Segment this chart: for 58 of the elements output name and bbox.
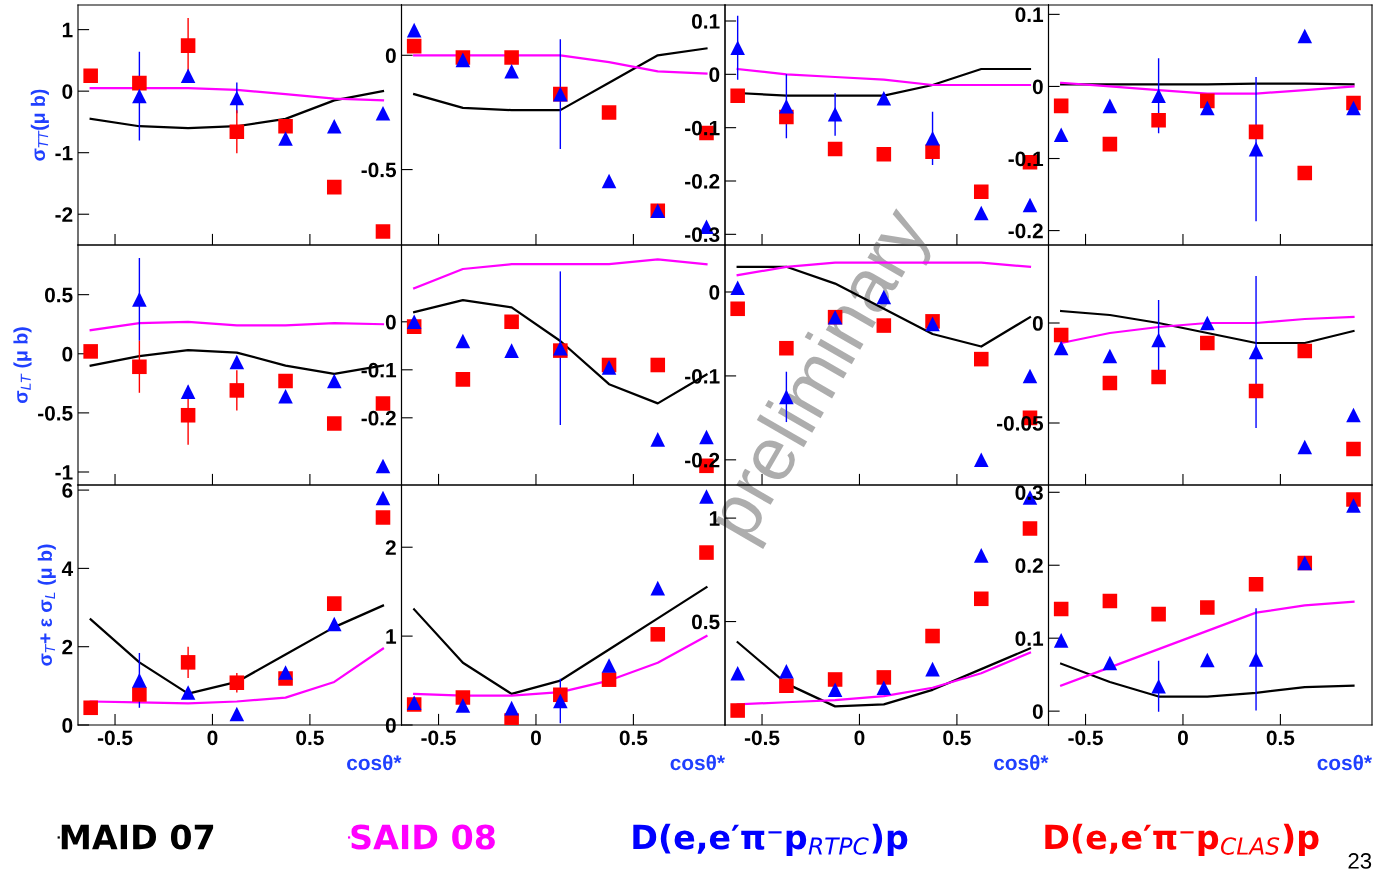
y-tick-label: -1 xyxy=(55,145,73,161)
y-tick-label: 0 xyxy=(385,718,396,733)
y-axis-title: σ$_{LT}$ (μ b) xyxy=(13,327,32,404)
y-tick-label: 0 xyxy=(1032,79,1043,95)
y-tick-label: 0 xyxy=(385,314,396,330)
y-tick-label: -0.05 xyxy=(996,416,1044,431)
y-tick-label: 0.1 xyxy=(1015,631,1044,646)
y-tick-label: 0.2 xyxy=(1015,558,1043,573)
y-tick-label: 0 xyxy=(385,48,396,64)
y-tick-label: 6 xyxy=(62,483,73,498)
x-tick-label: 0 xyxy=(1178,730,1188,746)
y-tick-label: 4 xyxy=(61,561,74,576)
legend-label: SAID 08 xyxy=(351,824,495,850)
x-tick-label: 0.5 xyxy=(1266,730,1295,746)
x-tick-label: -0.5 xyxy=(744,730,780,746)
text: D(e,e′π⁻p$_{RTPC}$)p xyxy=(633,823,908,857)
y-tick-label: 0.3 xyxy=(1015,485,1043,501)
x-tick-label: -0.5 xyxy=(421,730,456,746)
y-tick-label: 0 xyxy=(62,84,73,99)
x-axis-title: cosθ* xyxy=(670,754,725,771)
text: 23 xyxy=(1348,853,1372,869)
legend-label: MAID 07 xyxy=(61,824,214,850)
y-tick-label: 0 xyxy=(1032,316,1043,331)
y-tick-label: 0.1 xyxy=(1015,7,1044,23)
y-axis-title: σ$_{TT}$(μ b) xyxy=(30,89,49,161)
y-tick-label: 0.1 xyxy=(692,14,720,29)
y-tick-label: 0.5 xyxy=(45,287,73,303)
x-tick-label: -0.5 xyxy=(1068,730,1103,746)
y-tick-label: -1 xyxy=(55,465,73,480)
x-axis-title: cosθ* xyxy=(347,754,402,771)
x-tick-label: 0.5 xyxy=(296,730,324,746)
x-tick-label: 0.5 xyxy=(619,730,648,746)
x-tick-label: 0.5 xyxy=(943,730,971,746)
x-tick-label: 0 xyxy=(854,730,865,746)
x-tick-label: -0.5 xyxy=(97,730,133,746)
x-tick-label: 0 xyxy=(531,730,541,746)
y-tick-label: 1 xyxy=(386,629,397,644)
y-tick-label: 0 xyxy=(1032,704,1043,719)
x-axis-title: cosθ* xyxy=(994,754,1049,771)
y-tick-label: -0.1 xyxy=(361,362,397,378)
x-tick-label: 0 xyxy=(207,730,218,746)
text: D(e,e′π⁻p$_{CLAS}$)p xyxy=(1045,823,1319,857)
y-tick-label: -0.2 xyxy=(361,410,396,426)
y-tick-label: -0.5 xyxy=(361,162,397,178)
y-tick-label: 0 xyxy=(62,346,73,362)
y-tick-label: -2 xyxy=(55,207,73,222)
y-axis-title: σ$_{T}$+ ε σ$_{L}$ (μ b) xyxy=(37,544,56,666)
y-tick-label: 0.5 xyxy=(692,614,720,630)
y-tick-label: 1 xyxy=(62,22,73,38)
y-tick-label: 2 xyxy=(385,540,396,555)
y-tick-label: 0 xyxy=(62,718,73,733)
y-tick-label: -0.2 xyxy=(1008,223,1043,239)
y-tick-label: -0.1 xyxy=(685,120,720,136)
y-tick-label: -0.5 xyxy=(38,405,73,421)
y-tick-label: 2 xyxy=(62,639,73,655)
x-axis-title: cosθ* xyxy=(1317,754,1372,771)
y-tick-label: -0.2 xyxy=(685,174,720,189)
y-tick-label: 0 xyxy=(709,67,720,83)
